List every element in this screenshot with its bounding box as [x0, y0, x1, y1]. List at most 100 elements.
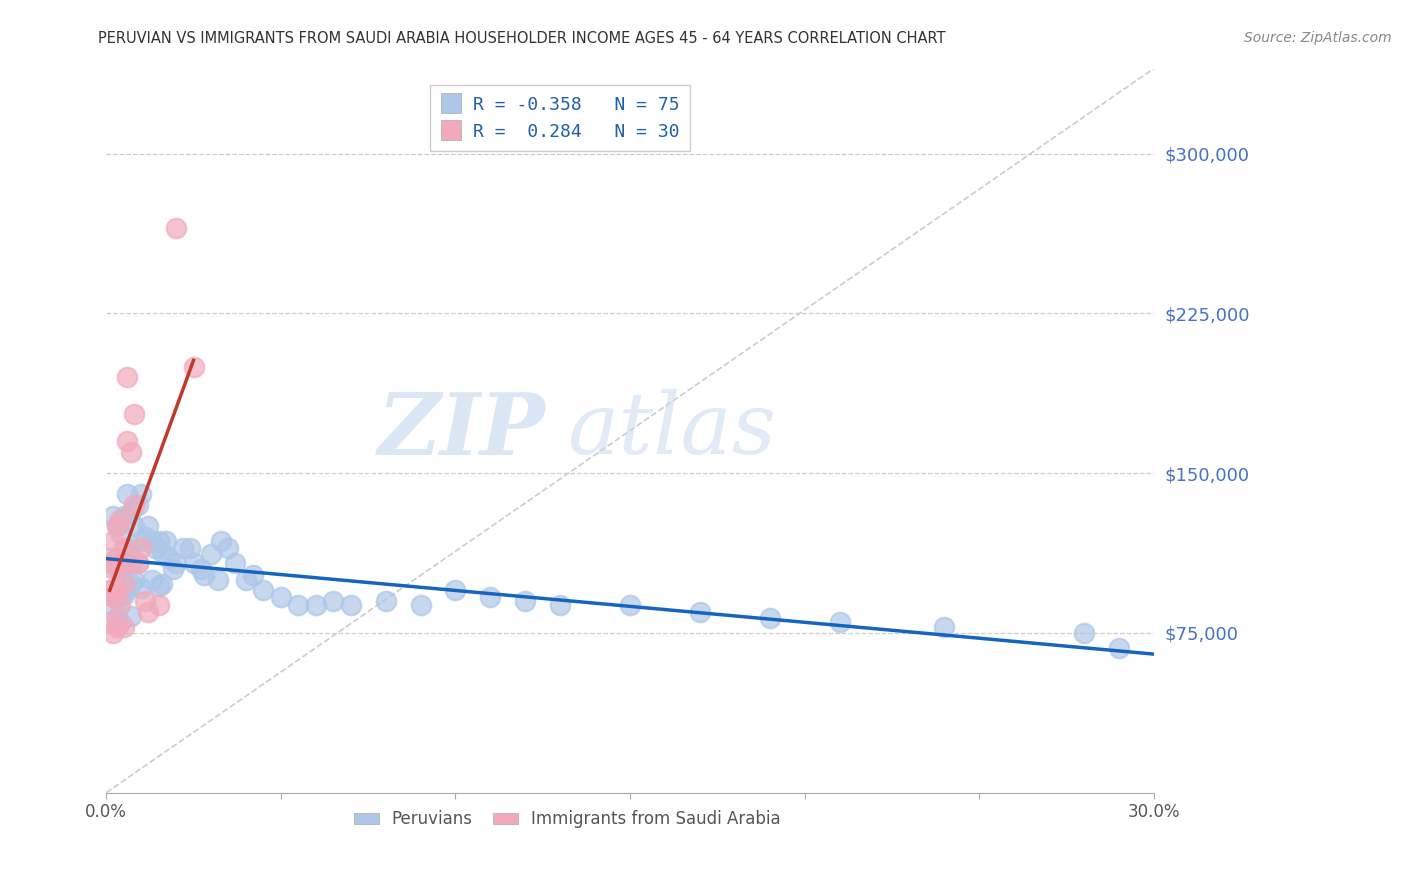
Point [242, 568, 264, 582]
Point [515, 594, 537, 608]
Point [112, 541, 135, 555]
Point [103, 562, 125, 576]
Point [252, 583, 274, 598]
Point [409, 599, 432, 613]
Point [211, 534, 233, 549]
Point [112, 619, 135, 633]
Point [136, 519, 159, 533]
Point [112, 508, 135, 523]
Text: Source: ZipAtlas.com: Source: ZipAtlas.com [1244, 31, 1392, 45]
Point [103, 599, 125, 613]
Text: PERUVIAN VS IMMIGRANTS FROM SAUDI ARABIA HOUSEHOLDER INCOME AGES 45 - 64 YEARS C: PERUVIAN VS IMMIGRANTS FROM SAUDI ARABIA… [98, 31, 946, 46]
Legend: Peruvians, Immigrants from Saudi Arabia: Peruvians, Immigrants from Saudi Arabia [347, 804, 787, 835]
Point [934, 619, 956, 633]
Point [305, 599, 328, 613]
Point [115, 487, 138, 501]
Text: ZIP: ZIP [378, 389, 546, 473]
Point [108, 590, 131, 604]
Point [141, 534, 163, 549]
Point [287, 599, 309, 613]
Point [103, 590, 125, 604]
Point [165, 221, 187, 235]
Point [120, 577, 142, 591]
Point [134, 530, 156, 544]
Point [120, 445, 142, 459]
Point [374, 594, 396, 608]
Point [103, 534, 125, 549]
Point [689, 605, 711, 619]
Point [129, 534, 152, 549]
Point [112, 588, 135, 602]
Point [105, 519, 128, 533]
Point [98, 583, 121, 598]
Point [758, 611, 780, 625]
Point [127, 498, 149, 512]
Point [134, 594, 156, 608]
Point [105, 583, 128, 598]
Point [105, 519, 128, 533]
Point [155, 534, 177, 549]
Point [150, 545, 173, 559]
Point [548, 599, 571, 613]
Point [122, 519, 145, 533]
Point [207, 573, 229, 587]
Point [108, 615, 131, 630]
Point [98, 556, 121, 570]
Point [179, 541, 201, 555]
Point [129, 581, 152, 595]
Point [619, 599, 641, 613]
Point [115, 370, 138, 384]
Point [150, 577, 173, 591]
Point [127, 556, 149, 570]
Point [120, 608, 142, 623]
Point [172, 541, 194, 555]
Point [115, 541, 138, 555]
Point [120, 547, 142, 561]
Point [122, 498, 145, 512]
Point [108, 525, 131, 540]
Point [444, 583, 467, 598]
Point [105, 590, 128, 604]
Point [115, 434, 138, 449]
Point [479, 590, 502, 604]
Point [105, 562, 128, 576]
Point [1073, 626, 1095, 640]
Point [270, 590, 292, 604]
Point [136, 605, 159, 619]
Point [148, 579, 170, 593]
Point [115, 583, 138, 598]
Point [235, 573, 257, 587]
Point [339, 599, 361, 613]
Point [112, 577, 135, 591]
Point [108, 556, 131, 570]
Point [1108, 640, 1130, 655]
Point [98, 551, 121, 566]
Text: atlas: atlas [567, 389, 776, 472]
Point [103, 626, 125, 640]
Point [148, 599, 170, 613]
Point [224, 556, 246, 570]
Point [122, 407, 145, 421]
Point [200, 547, 222, 561]
Point [148, 534, 170, 549]
Point [141, 573, 163, 587]
Point [183, 556, 205, 570]
Point [157, 551, 180, 566]
Point [165, 556, 187, 570]
Point [108, 599, 131, 613]
Point [98, 583, 121, 598]
Point [112, 556, 135, 570]
Point [103, 556, 125, 570]
Point [217, 541, 239, 555]
Point [108, 513, 131, 527]
Point [129, 541, 152, 555]
Point [120, 504, 142, 518]
Point [129, 487, 152, 501]
Point [162, 562, 184, 576]
Point [322, 594, 344, 608]
Point [108, 562, 131, 576]
Point [828, 615, 851, 630]
Point [122, 573, 145, 587]
Point [105, 611, 128, 625]
Point [98, 615, 121, 630]
